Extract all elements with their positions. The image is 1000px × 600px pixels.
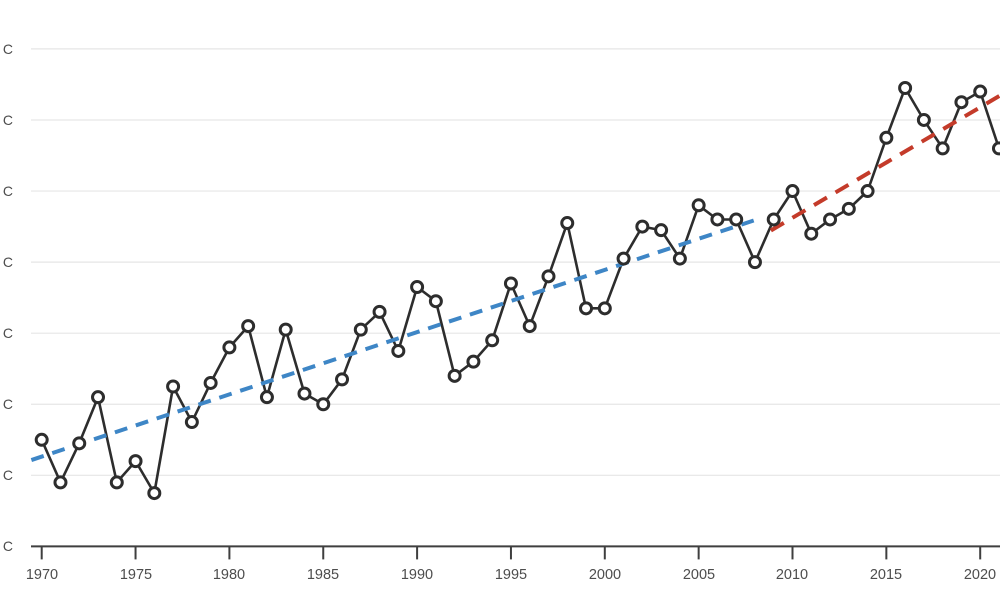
x-axis-label: 1985 <box>306 567 340 583</box>
data-point-marker-1995 <box>503 276 518 291</box>
data-point-marker-1999 <box>579 301 594 316</box>
data-point-marker-1982 <box>259 390 274 405</box>
y-axis-label: C <box>2 467 13 483</box>
data-point-marker-2013 <box>841 201 856 216</box>
data-point-marker-1992 <box>447 368 462 383</box>
data-point-marker-1989 <box>391 343 406 358</box>
x-axis-label: 1975 <box>119 567 153 583</box>
data-point-marker-2009 <box>766 212 781 227</box>
data-point-marker-2004 <box>672 251 687 266</box>
data-point-marker-2021 <box>991 141 1000 156</box>
data-point-marker-1974 <box>109 475 124 490</box>
data-point-marker-1978 <box>184 415 199 430</box>
data-point-marker-1990 <box>410 279 425 294</box>
data-point-marker-1980 <box>222 340 237 355</box>
trend-line-recent <box>769 93 1000 233</box>
x-axis-label: 2010 <box>775 567 809 583</box>
data-point-marker-1984 <box>297 386 312 401</box>
observed-line <box>40 86 1000 495</box>
trend-line-early <box>30 217 758 462</box>
data-point-marker-1971 <box>53 475 68 490</box>
data-point-marker-2001 <box>616 251 631 266</box>
data-point-marker-1977 <box>166 379 181 394</box>
data-point-marker-2010 <box>785 184 800 199</box>
data-point-marker-1970 <box>34 432 49 447</box>
data-point-marker-2005 <box>691 198 706 213</box>
data-point-marker-2003 <box>654 223 669 238</box>
data-point-marker-1986 <box>335 372 350 387</box>
data-point-marker-1985 <box>316 397 331 412</box>
data-point-marker-1983 <box>278 322 293 337</box>
data-point-marker-2014 <box>860 184 875 199</box>
x-axis-label: 1980 <box>212 567 246 583</box>
data-point-marker-2016 <box>898 80 913 95</box>
data-point-marker-1994 <box>485 333 500 348</box>
data-point-marker-2007 <box>729 212 744 227</box>
y-axis-label: C <box>2 183 13 199</box>
data-point-marker-2006 <box>710 212 725 227</box>
data-point-marker-1997 <box>541 269 556 284</box>
data-point-marker-1975 <box>128 454 143 469</box>
y-axis-label: C <box>2 254 13 270</box>
data-point-marker-1972 <box>72 436 87 451</box>
y-axis-label: C <box>2 396 13 412</box>
x-axis-label: 1995 <box>494 567 528 583</box>
x-axis-label: 2015 <box>869 567 903 583</box>
data-point-marker-2011 <box>804 226 819 241</box>
data-point-marker-2020 <box>973 84 988 99</box>
data-point-marker-1993 <box>466 354 481 369</box>
data-point-marker-1979 <box>203 375 218 390</box>
data-point-marker-1976 <box>147 486 162 501</box>
data-point-marker-2017 <box>916 112 931 127</box>
data-point-marker-1998 <box>560 216 575 231</box>
data-point-marker-2000 <box>597 301 612 316</box>
data-point-marker-2008 <box>747 255 762 270</box>
data-point-marker-1973 <box>91 390 106 405</box>
data-point-marker-2002 <box>635 219 650 234</box>
y-axis-label: C <box>2 41 13 57</box>
data-point-marker-2018 <box>935 141 950 156</box>
x-axis-label: 2005 <box>682 567 716 583</box>
data-point-marker-1981 <box>241 319 256 334</box>
x-axis-label: 2020 <box>963 567 997 583</box>
y-axis-label: C <box>2 538 13 554</box>
y-axis-label: C <box>2 325 13 341</box>
data-point-marker-2012 <box>823 212 838 227</box>
data-point-marker-2015 <box>879 130 894 145</box>
data-point-marker-1987 <box>353 322 368 337</box>
data-point-marker-1988 <box>372 304 387 319</box>
y-axis-label: C <box>2 112 13 128</box>
x-axis-label: 2000 <box>588 567 622 583</box>
x-axis-label: 1970 <box>25 567 59 583</box>
data-point-marker-1996 <box>522 319 537 334</box>
data-point-marker-2019 <box>954 95 969 110</box>
data-point-marker-1991 <box>428 294 443 309</box>
x-axis-label: 1990 <box>400 567 434 583</box>
